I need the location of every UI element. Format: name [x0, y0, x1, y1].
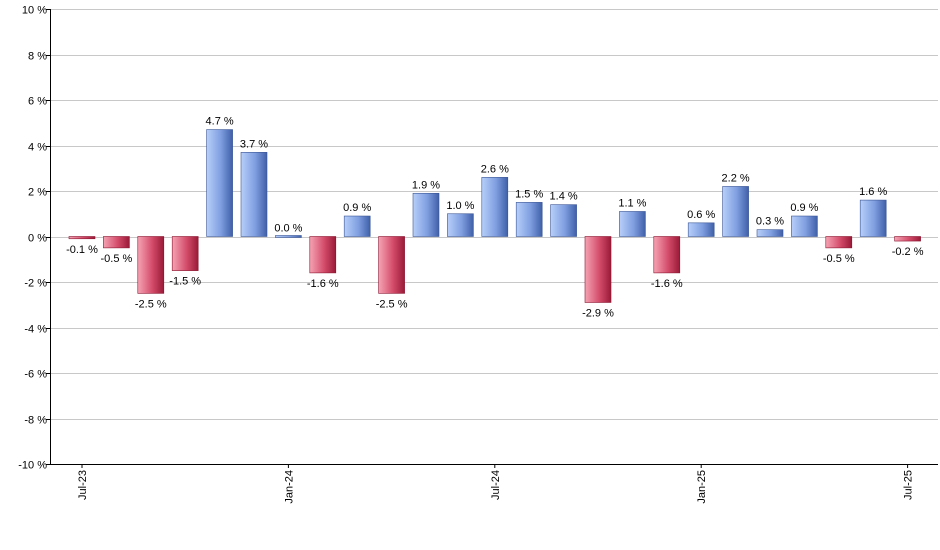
bar-Apr-24 — [378, 236, 405, 294]
y-tick-label: 6 % — [28, 96, 47, 108]
data-label-Feb-25: 2.2 % — [722, 172, 750, 184]
y-tick-label: 10 % — [22, 5, 47, 17]
data-label-Nov-23: 4.7 % — [206, 116, 234, 128]
data-labels: -0.1 %-0.5 %-2.5 %-1.5 %4.7 %3.7 %0.0 %-… — [66, 116, 924, 320]
y-tick-label: 4 % — [28, 142, 47, 154]
bar-May-25 — [825, 236, 853, 249]
data-label-Sep-23: -2.5 % — [135, 298, 167, 310]
data-label-Jul-24: 2.6 % — [481, 163, 509, 175]
axes: 10 % 8 % 6 % 4 % 2 % 0 % -2 % -4 % -6 % -8 % -10 %… — [18, 5, 938, 504]
bar-Jun-25 — [859, 199, 887, 237]
data-label-Jan-25: 0.6 % — [687, 209, 715, 221]
bar-Jul-23 — [68, 236, 96, 240]
bar-Jan-25 — [687, 222, 715, 237]
x-tick-label: Jul-24 — [490, 470, 502, 500]
y-tick-label: -2 % — [24, 278, 47, 290]
bar-Mar-24 — [343, 215, 371, 237]
bar-Mar-25 — [756, 229, 784, 237]
bar-May-24 — [412, 192, 440, 237]
bar-Jul-24 — [481, 177, 509, 237]
data-label-May-24: 1.9 % — [412, 179, 440, 191]
bar-Dec-24 — [653, 236, 681, 274]
data-label-Jul-25: -0.2 % — [892, 246, 924, 258]
bar-Feb-25 — [722, 186, 749, 237]
data-label-Jun-25: 1.6 % — [859, 186, 887, 198]
bar-Sep-24 — [550, 204, 577, 237]
data-label-Sep-24: 1.4 % — [550, 191, 578, 203]
bar-Jun-24 — [447, 213, 474, 237]
bar-Dec-23 — [240, 152, 268, 237]
y-tick-label: -6 % — [24, 369, 47, 381]
y-tick-label: 0 % — [28, 233, 47, 245]
bar-Feb-24 — [309, 236, 337, 274]
data-label-Aug-23: -0.5 % — [101, 253, 133, 265]
data-label-Apr-24: -2.5 % — [376, 298, 408, 310]
x-tick-label: Jan-24 — [283, 470, 295, 504]
data-label-Oct-24: -2.9 % — [582, 307, 614, 319]
data-label-Dec-24: -1.6 % — [651, 278, 683, 290]
bar-Oct-23 — [171, 236, 199, 271]
data-label-Mar-25: 0.3 % — [756, 216, 784, 228]
y-tick-label: 2 % — [28, 187, 47, 199]
bar-Jan-24 — [275, 235, 302, 238]
data-label-May-25: -0.5 % — [823, 253, 855, 265]
y-tick-label: -4 % — [24, 324, 47, 336]
bar-Nov-23 — [206, 129, 233, 237]
y-tick-label: -10 % — [18, 460, 47, 472]
data-label-Jun-24: 1.0 % — [446, 200, 474, 212]
bar-Aug-23 — [103, 236, 130, 249]
data-label-Oct-23: -1.5 % — [169, 276, 201, 288]
data-label-Nov-24: 1.1 % — [618, 197, 646, 209]
bar-Oct-24 — [584, 236, 612, 303]
y-tick-label: 8 % — [28, 51, 47, 63]
x-tick-label: Jul-23 — [77, 470, 89, 500]
data-label-Dec-23: 3.7 % — [240, 138, 268, 150]
data-label-Aug-24: 1.5 % — [515, 188, 543, 200]
data-label-Feb-24: -1.6 % — [307, 278, 339, 290]
bar-Apr-25 — [791, 215, 818, 237]
bar-Nov-24 — [619, 211, 646, 237]
data-label-Apr-25: 0.9 % — [790, 202, 818, 214]
bar-Sep-23 — [137, 236, 165, 294]
data-label-Jan-24: 0.0 % — [274, 223, 302, 235]
data-label-Jul-23: -0.1 % — [66, 244, 98, 256]
x-tick-label: Jan-25 — [696, 470, 708, 504]
bar-Aug-24 — [515, 202, 543, 237]
data-label-Mar-24: 0.9 % — [343, 202, 371, 214]
x-tick-label: Jul-25 — [903, 470, 915, 500]
bars — [68, 129, 921, 303]
bar-Jul-25 — [894, 236, 921, 242]
y-tick-label: -8 % — [24, 415, 47, 427]
